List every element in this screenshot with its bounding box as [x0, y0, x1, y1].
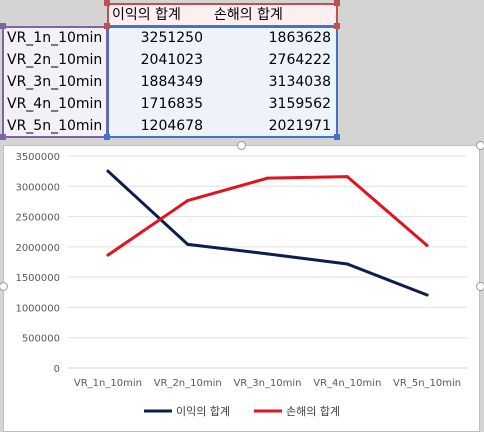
- chart-resize-handle-right[interactable]: [476, 282, 484, 291]
- y-tick-label-4: 1500000: [15, 273, 60, 284]
- series-line-0: [106, 169, 428, 297]
- header-range-handle-tr[interactable]: [334, 0, 340, 6]
- value-range-fill: [107, 26, 337, 137]
- series-1-point-4: [425, 244, 429, 248]
- series-1-point-0: [106, 253, 110, 257]
- profit-cell-3[interactable]: 1884349: [140, 74, 203, 90]
- row-label-1[interactable]: VR_1n_10min: [7, 30, 103, 46]
- chart-resize-handle-top-right[interactable]: [476, 141, 484, 150]
- value-range-handle-br[interactable]: [334, 134, 340, 140]
- header-range-handle-tl[interactable]: [104, 0, 110, 6]
- y-tick-label-3: 2000000: [15, 243, 60, 254]
- loss-cell-5[interactable]: 2021971: [268, 118, 331, 134]
- profit-cell-5[interactable]: 1204678: [140, 118, 203, 134]
- header-profit[interactable]: 이익의 합계: [112, 7, 181, 23]
- series-1-point-2: [266, 176, 269, 180]
- series-0-point-0: [106, 169, 110, 173]
- value-range-handle-tl[interactable]: [104, 23, 110, 29]
- row-label-4[interactable]: VR_4n_10min: [7, 96, 103, 112]
- legend-label-0: 이익의 합계: [176, 405, 230, 418]
- row-label-2[interactable]: VR_2n_10min: [7, 52, 103, 68]
- x-tick-label-0: VR_1n_10min: [74, 378, 142, 389]
- legend-label-1: 손해의 합계: [286, 404, 340, 418]
- label-range-fill: [2, 26, 107, 137]
- profit-cell-2[interactable]: 2041023: [140, 52, 203, 68]
- chart-resize-handle-left[interactable]: [0, 282, 8, 291]
- y-tick-label-1: 3000000: [15, 182, 60, 193]
- series-1-point-3: [345, 175, 349, 179]
- value-range-handle-bl[interactable]: [104, 134, 110, 140]
- x-tick-label-4: VR_5n_10min: [393, 378, 461, 389]
- y-tick-label-2: 2500000: [15, 213, 60, 224]
- header-range-fill: [107, 3, 337, 26]
- profit-cell-4[interactable]: 1716835: [140, 96, 203, 112]
- x-tick-label-3: VR_4n_10min: [313, 378, 381, 389]
- label-range-handle-bl[interactable]: [0, 134, 6, 140]
- loss-cell-2[interactable]: 2764222: [268, 52, 331, 68]
- y-tick-label-5: 1000000: [15, 303, 60, 314]
- loss-cell-1[interactable]: 1863628: [268, 30, 331, 46]
- y-tick-label-0: 3500000: [15, 152, 60, 163]
- header-loss[interactable]: 손해의 합계: [214, 7, 283, 23]
- series-1-point-1: [186, 199, 190, 203]
- y-tick-label-6: 500000: [22, 334, 60, 345]
- y-tick-label-7: 0: [54, 364, 60, 375]
- series-0-point-1: [186, 242, 190, 246]
- x-tick-label-2: VR_3n_10min: [233, 378, 301, 389]
- series-0-point-3: [345, 262, 349, 266]
- chart-resize-handle-top[interactable]: [237, 141, 246, 150]
- row-label-3[interactable]: VR_3n_10min: [7, 74, 103, 90]
- line-chart[interactable]: 3500000 3000000 2500000 2000000 1500000 10000…: [3, 145, 480, 432]
- loss-cell-4[interactable]: 3159562: [268, 96, 331, 112]
- series-0-point-2: [266, 252, 269, 256]
- loss-cell-3[interactable]: 3134038: [268, 74, 331, 90]
- profit-cell-1[interactable]: 3251250: [140, 30, 203, 46]
- series-0-point-4: [425, 293, 429, 297]
- x-tick-label-1: VR_2n_10min: [154, 378, 222, 389]
- value-range-handle-tr[interactable]: [334, 23, 340, 29]
- label-range-handle-tl[interactable]: [0, 23, 6, 29]
- row-label-5[interactable]: VR_5n_10min: [7, 118, 103, 134]
- chart-plot: 3500000 3000000 2500000 2000000 1500000 10000…: [15, 152, 467, 418]
